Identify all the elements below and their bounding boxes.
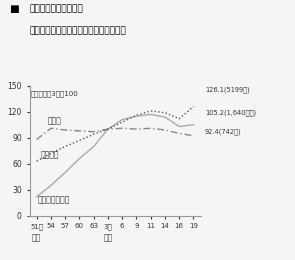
Text: 商品数、従業員数及び: 商品数、従業員数及び (30, 4, 83, 13)
Text: ■: ■ (9, 4, 19, 14)
Text: 126.1(5199人): 126.1(5199人) (205, 86, 250, 93)
Text: 92.4(742店): 92.4(742店) (205, 128, 242, 135)
Text: 従業員数: 従業員数 (41, 151, 59, 159)
Text: 指数：平成3年＝100: 指数：平成3年＝100 (31, 90, 79, 97)
Text: 年間商品販売額: 年間商品販売額 (38, 196, 71, 205)
Text: 商店数: 商店数 (48, 117, 62, 126)
Text: 昭和: 昭和 (32, 234, 41, 243)
Text: 年間商品販売額の推移（飲食店を除く）: 年間商品販売額の推移（飲食店を除く） (30, 26, 126, 35)
Text: 平成: 平成 (103, 234, 113, 243)
Text: 105.2(1,640億円): 105.2(1,640億円) (205, 110, 256, 116)
